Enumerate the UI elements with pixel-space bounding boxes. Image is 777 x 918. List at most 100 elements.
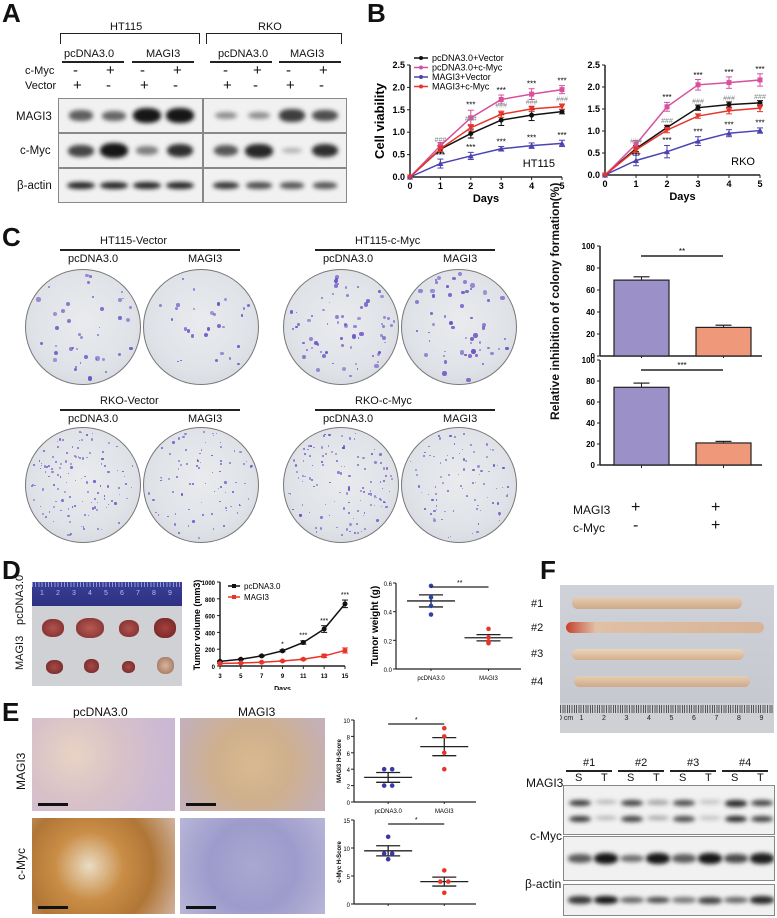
sign: -: [223, 62, 228, 79]
colony: [353, 531, 357, 535]
ruler-tick: 2: [56, 590, 60, 597]
colony: [74, 505, 77, 508]
colony: [468, 354, 472, 358]
colony: [220, 441, 222, 443]
colony: [90, 501, 93, 503]
svg-text:5: 5: [239, 674, 243, 680]
plate-group-title: RKO-Vector: [100, 395, 159, 407]
ruler: 1 2 3 4 5 6 7 8 9: [32, 582, 182, 606]
colony: [159, 476, 162, 478]
colony: [200, 501, 203, 504]
colony: [321, 297, 324, 299]
colony: [177, 468, 180, 470]
colony: [131, 486, 133, 488]
colony: [319, 350, 323, 354]
band: [281, 147, 303, 154]
svg-text:MAGI3 H-Score: MAGI3 H-Score: [337, 739, 343, 783]
colony: [40, 464, 42, 466]
colony: [52, 456, 54, 459]
colony: [51, 470, 54, 474]
colony: [447, 455, 449, 457]
colony: [370, 452, 373, 455]
colony: [297, 477, 300, 479]
colony: [296, 471, 299, 474]
culture-dish: [143, 427, 259, 543]
subgroup-underline: [210, 61, 272, 63]
svg-text:2.0: 2.0: [392, 82, 405, 92]
band: [68, 110, 94, 121]
sample-label: #4: [739, 757, 752, 769]
colony: [462, 449, 464, 451]
svg-text:c-Myc H-Score: c-Myc H-Score: [337, 841, 343, 883]
colony: [369, 490, 372, 492]
svg-text:10: 10: [343, 719, 350, 725]
sign: -: [73, 62, 78, 79]
colony: [349, 530, 351, 532]
colony: [340, 343, 345, 348]
ihc-image-pcdna-magi3: [32, 718, 175, 811]
culture-dish: [283, 269, 399, 385]
culture-dish: [25, 427, 141, 543]
colony: [321, 464, 324, 467]
colony: [390, 324, 393, 327]
svg-text:0: 0: [591, 352, 596, 358]
colony: [177, 360, 180, 363]
ruler-tick: 4: [88, 590, 92, 597]
blot-label-magi3: MAGI3: [16, 111, 52, 123]
band: [699, 815, 721, 820]
colony: [41, 462, 43, 464]
svg-text:40: 40: [586, 308, 595, 317]
panel-label-d: D: [2, 555, 21, 585]
colony: [212, 471, 214, 473]
colony: [340, 465, 342, 467]
svg-text:2.5: 2.5: [587, 60, 600, 70]
plate-label: pcDNA3.0: [68, 253, 119, 265]
svg-text:***: ***: [631, 151, 640, 160]
colony: [41, 488, 45, 491]
band: [673, 815, 695, 822]
svg-text:4: 4: [726, 179, 731, 189]
colony: [57, 446, 60, 448]
colony: [77, 456, 80, 458]
colony: [448, 474, 451, 477]
colony: [52, 520, 54, 522]
colony: [507, 493, 509, 496]
colony: [441, 481, 445, 485]
colony: [356, 509, 359, 512]
colony: [33, 464, 36, 467]
row-label-cmyc: c-Myc: [25, 65, 55, 77]
colony: [55, 325, 60, 330]
colony: [131, 465, 134, 467]
tumor: [76, 618, 104, 638]
colony: [382, 467, 386, 470]
colony: [458, 452, 461, 455]
sample-underline: [566, 770, 612, 772]
colony: [204, 483, 206, 485]
colony: [436, 508, 438, 510]
colony: [462, 458, 465, 461]
colony: [382, 479, 386, 482]
colony: [60, 309, 65, 313]
colony: [68, 520, 71, 524]
colony: [224, 481, 227, 484]
group-label-rko: RKO: [258, 21, 282, 33]
ruler-tick: 7: [714, 715, 719, 722]
svg-text:###: ###: [630, 138, 642, 145]
colony: [292, 508, 294, 511]
colony: [381, 488, 383, 490]
band: [620, 896, 644, 904]
colony: [339, 472, 343, 475]
colony: [439, 462, 442, 464]
colony: [200, 449, 203, 451]
colony: [124, 482, 128, 486]
band: [133, 181, 161, 190]
band: [594, 853, 618, 864]
colony: [370, 480, 372, 483]
colony: [239, 450, 242, 454]
colony: [81, 457, 85, 460]
svg-text:Days: Days: [274, 686, 291, 690]
colony: [344, 286, 348, 289]
svg-text:###: ###: [556, 97, 568, 104]
colony: [211, 454, 213, 457]
colony: [91, 295, 95, 298]
